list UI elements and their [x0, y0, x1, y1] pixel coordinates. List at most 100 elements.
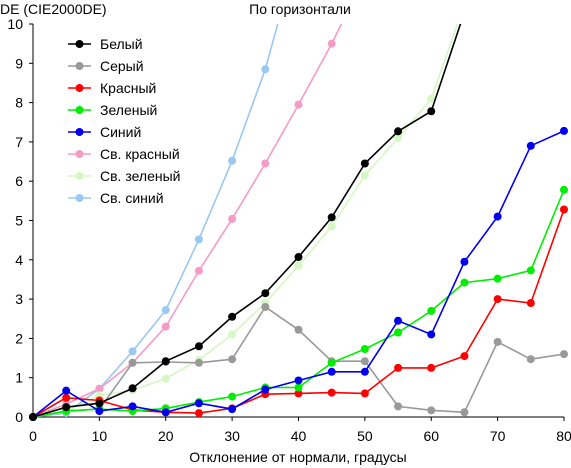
data-point: [194, 342, 203, 351]
data-point: [228, 330, 237, 339]
y-tick-label: 0: [15, 409, 23, 425]
data-point: [261, 385, 270, 394]
data-point: [360, 171, 369, 180]
data-point: [261, 289, 270, 298]
y-tick-label: 10: [7, 16, 23, 32]
data-point: [427, 330, 436, 339]
legend-swatch-marker: [75, 84, 84, 92]
series-2: [29, 302, 568, 421]
data-point: [493, 337, 502, 346]
data-point: [294, 253, 303, 262]
data-point: [460, 352, 469, 361]
data-point: [526, 299, 535, 308]
data-point: [493, 295, 502, 304]
legend-item: Св. синий: [68, 190, 164, 206]
x-axis-label: Отклонение от нормали, градусы: [189, 449, 406, 465]
data-point: [161, 374, 170, 383]
data-point: [327, 358, 336, 367]
series-line: [32, 24, 459, 418]
data-point: [460, 408, 469, 417]
legend-swatch-marker: [75, 172, 84, 180]
data-point: [194, 409, 203, 418]
x-tick-label: 50: [357, 428, 373, 444]
legend-swatch-marker: [75, 40, 84, 48]
data-point: [327, 213, 336, 222]
data-point: [394, 133, 403, 142]
legend-item: Синий: [68, 124, 141, 140]
legend-item: Серый: [68, 58, 144, 74]
legend-label: Св. зеленый: [100, 168, 180, 184]
legend-label: Серый: [100, 58, 144, 74]
data-point: [360, 159, 369, 168]
data-point: [460, 278, 469, 287]
data-point: [294, 100, 303, 109]
series-8: [29, 24, 279, 421]
data-point: [360, 367, 369, 376]
y-tick-label: 9: [15, 55, 23, 71]
data-point: [62, 393, 71, 402]
data-point: [327, 367, 336, 376]
x-tick-label: 40: [291, 428, 307, 444]
data-point: [194, 266, 203, 275]
data-point: [261, 159, 270, 168]
data-point: [294, 261, 303, 270]
series-1: [29, 8, 468, 421]
data-point: [128, 347, 137, 356]
y-tick-label: 8: [15, 95, 23, 111]
data-point: [95, 399, 104, 408]
data-point: [327, 388, 336, 397]
data-point: [194, 358, 203, 367]
x-tick-label: 60: [423, 428, 439, 444]
data-point: [360, 357, 369, 366]
legend-label: Св. красный: [100, 146, 180, 162]
data-point: [427, 406, 436, 415]
data-point: [327, 39, 336, 48]
data-point: [228, 392, 237, 401]
data-point: [360, 389, 369, 398]
data-point: [62, 386, 71, 395]
y-tick-label: 6: [15, 173, 23, 189]
data-point: [493, 212, 502, 221]
data-point: [327, 222, 336, 231]
data-point: [394, 363, 403, 372]
data-point: [560, 185, 568, 194]
data-point: [95, 407, 104, 416]
data-point: [493, 274, 502, 283]
data-point: [560, 126, 568, 135]
data-point: [526, 355, 535, 364]
data-point: [194, 235, 203, 244]
data-point: [526, 141, 535, 150]
y-tick-label: 1: [15, 370, 23, 386]
y-tick-label: 7: [15, 134, 23, 150]
data-point: [460, 8, 468, 16]
data-point: [95, 384, 104, 393]
data-point: [526, 266, 535, 275]
data-point: [294, 325, 303, 334]
x-tick-label: 0: [29, 428, 37, 444]
legend-label: Синий: [100, 124, 141, 140]
data-point: [427, 363, 436, 372]
series-line: [32, 305, 565, 418]
legend-item: Св. красный: [68, 146, 180, 162]
legend-label: Св. синий: [100, 190, 164, 206]
series-line: [32, 24, 462, 418]
data-point: [128, 402, 137, 411]
series-5: [29, 126, 568, 421]
y-tick-label: 2: [15, 330, 23, 346]
data-point: [427, 306, 436, 315]
legend-label: Красный: [100, 80, 156, 96]
data-point: [460, 0, 468, 8]
data-point: [228, 405, 237, 414]
data-point: [29, 413, 37, 421]
data-point: [261, 65, 270, 74]
x-tick-label: 70: [490, 428, 506, 444]
x-tick-label: 80: [556, 428, 571, 444]
data-point: [560, 350, 568, 359]
data-point: [62, 403, 71, 412]
legend-item: Красный: [68, 80, 156, 96]
data-point: [228, 355, 237, 364]
plot-area: [29, 0, 568, 421]
data-point: [427, 107, 436, 116]
legend-item: Зеленый: [68, 102, 157, 118]
